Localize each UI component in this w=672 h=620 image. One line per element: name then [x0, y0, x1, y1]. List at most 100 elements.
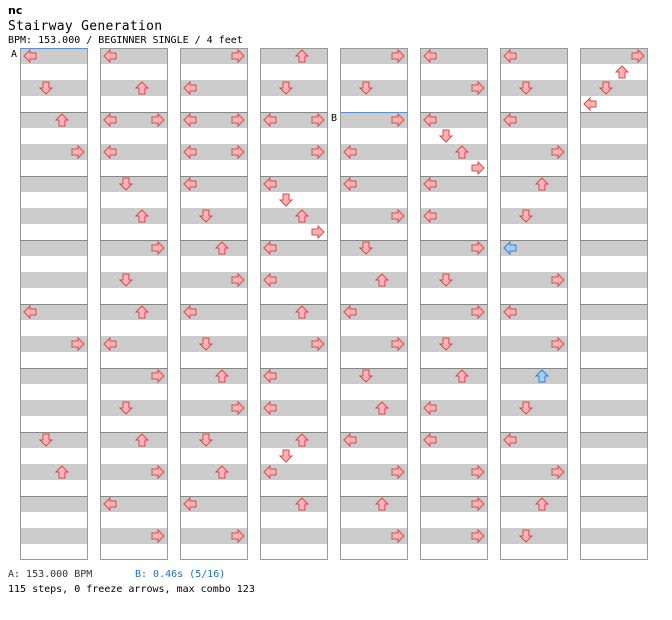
stripe-row [500, 208, 568, 224]
stripe-row [420, 464, 488, 480]
stripe-row [180, 208, 248, 224]
stripe-row [420, 48, 488, 64]
stripe-row [340, 368, 408, 384]
stripe-row [100, 240, 168, 256]
stripe-row [180, 80, 248, 96]
stripe-row [20, 368, 88, 384]
stripe-row [260, 496, 328, 512]
stripe-row [20, 336, 88, 352]
stripe-row [20, 240, 88, 256]
stripe-row [100, 48, 168, 64]
stripe-row [580, 368, 648, 384]
bpm-difficulty-line: BPM: 153.000 / BEGINNER SINGLE / 4 feet [8, 35, 243, 46]
bpm-b-label: B: 0.46s (5/16) [135, 569, 226, 580]
stripe-row [340, 240, 408, 256]
stripe-row [500, 336, 568, 352]
down-arrow-icon [279, 449, 293, 463]
stripe-row [100, 144, 168, 160]
stripe-row [260, 464, 328, 480]
stripe-row [180, 112, 248, 128]
stripe-row [20, 48, 88, 64]
stripe-row [340, 528, 408, 544]
stripe-row [20, 464, 88, 480]
stripe-row [580, 112, 648, 128]
stripe-row [420, 400, 488, 416]
stripe-row [500, 304, 568, 320]
stripe-row [580, 176, 648, 192]
marker-a-label: A [11, 49, 17, 60]
stripe-row [580, 240, 648, 256]
marker-b-label: B [331, 113, 337, 124]
stripe-row [100, 368, 168, 384]
stripe-row [580, 336, 648, 352]
stripe-row [100, 400, 168, 416]
stripe-row [340, 464, 408, 480]
stripe-row [580, 432, 648, 448]
stripe-row [20, 112, 88, 128]
stripe-row [340, 112, 408, 128]
stripe-row [260, 240, 328, 256]
stripe-row [260, 528, 328, 544]
stripe-row [20, 496, 88, 512]
stripe-row [260, 176, 328, 192]
stripe-row [580, 80, 648, 96]
stripe-row [100, 432, 168, 448]
stripe-row [500, 400, 568, 416]
stripe-row [420, 368, 488, 384]
stripe-row [580, 48, 648, 64]
stripe-row [260, 432, 328, 448]
stripe-row [340, 304, 408, 320]
stripe-row [260, 368, 328, 384]
stripe-row [580, 144, 648, 160]
stripe-row [20, 304, 88, 320]
stripe-row [100, 464, 168, 480]
stripe-row [180, 528, 248, 544]
stripe-row [500, 240, 568, 256]
stripe-row [580, 496, 648, 512]
stripe-row [500, 464, 568, 480]
stripe-row [100, 528, 168, 544]
stripe-row [20, 176, 88, 192]
stripe-row [260, 336, 328, 352]
stripe-row [100, 304, 168, 320]
stripe-row [180, 336, 248, 352]
stripe-row [500, 496, 568, 512]
stripe-row [260, 80, 328, 96]
stripe-row [420, 336, 488, 352]
stripe-row [420, 496, 488, 512]
stripe-row [340, 336, 408, 352]
stripe-row [340, 272, 408, 288]
song-title: Stairway Generation [8, 19, 163, 34]
down-arrow-icon [439, 129, 453, 143]
stripe-row [180, 272, 248, 288]
stripe-row [100, 80, 168, 96]
stripe-row [340, 496, 408, 512]
stripe-row [260, 48, 328, 64]
stripe-row [100, 496, 168, 512]
stripe-row [260, 112, 328, 128]
stripe-row [20, 528, 88, 544]
artist-name: nc [8, 4, 23, 17]
stripe-row [420, 144, 488, 160]
stripe-row [180, 240, 248, 256]
stripe-row [580, 464, 648, 480]
stripe-row [580, 528, 648, 544]
stripe-row [100, 272, 168, 288]
stripe-row [260, 304, 328, 320]
stripe-row [420, 272, 488, 288]
stripe-row [20, 432, 88, 448]
stripe-row [340, 80, 408, 96]
stripe-row [180, 48, 248, 64]
stripe-row [500, 368, 568, 384]
stripe-row [420, 208, 488, 224]
stripe-row [180, 368, 248, 384]
stripe-row [500, 528, 568, 544]
stripe-row [180, 432, 248, 448]
stripe-row [180, 304, 248, 320]
stripe-row [340, 400, 408, 416]
stripe-row [340, 176, 408, 192]
stripe-row [340, 432, 408, 448]
stripe-row [580, 208, 648, 224]
stripe-row [580, 304, 648, 320]
